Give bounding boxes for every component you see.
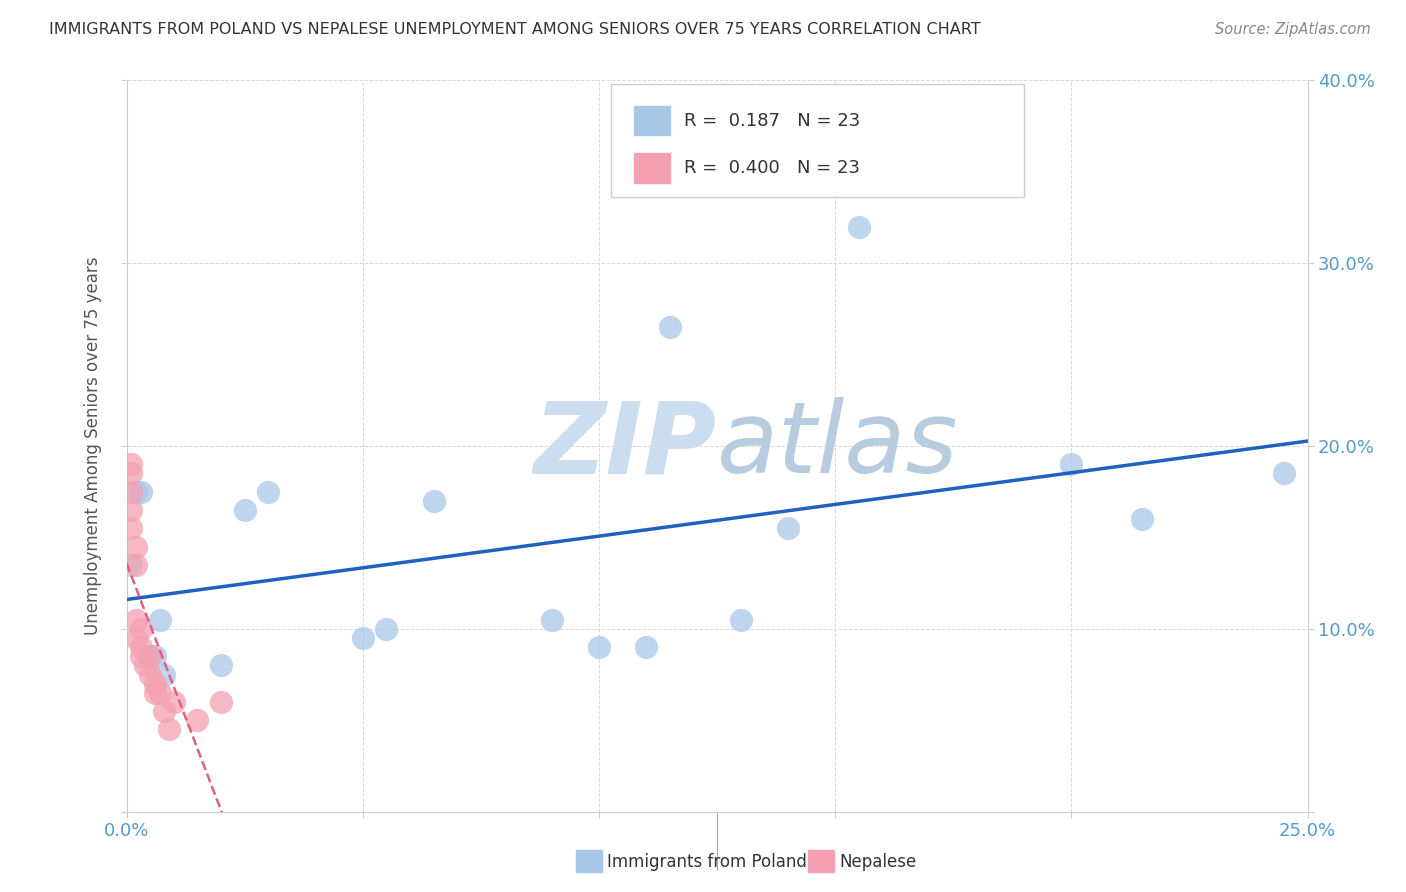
Point (134, 658, 156, 673)
Point (848, 219, 870, 234)
Point (139, 649, 162, 664)
Point (143, 649, 166, 664)
Point (422, 494, 444, 508)
Text: ZIP: ZIP (534, 398, 717, 494)
Point (120, 484, 142, 499)
Point (636, 640, 658, 655)
Point (658, 320, 681, 334)
Point (730, 613, 752, 627)
Text: Source: ZipAtlas.com: Source: ZipAtlas.com (1215, 22, 1371, 37)
Point (129, 649, 152, 664)
Point (153, 667, 176, 681)
FancyBboxPatch shape (610, 84, 1024, 197)
Point (129, 622, 152, 636)
Point (163, 695, 186, 709)
FancyBboxPatch shape (634, 153, 669, 183)
Point (120, 457, 142, 471)
Point (129, 640, 152, 655)
Point (233, 503, 256, 517)
Point (125, 558, 148, 572)
Point (257, 484, 280, 499)
Point (776, 521, 799, 535)
Point (125, 484, 148, 499)
Point (125, 613, 148, 627)
Point (143, 676, 166, 690)
Point (139, 649, 162, 664)
Point (120, 558, 142, 572)
Text: Immigrants from Poland: Immigrants from Poland (607, 853, 807, 871)
Point (352, 631, 374, 645)
Point (120, 521, 142, 535)
Text: IMMIGRANTS FROM POLAND VS NEPALESE UNEMPLOYMENT AMONG SENIORS OVER 75 YEARS CORR: IMMIGRANTS FROM POLAND VS NEPALESE UNEMP… (49, 22, 981, 37)
Point (209, 695, 232, 709)
Point (186, 714, 208, 728)
Text: atlas: atlas (717, 398, 959, 494)
Text: R =  0.400   N = 23: R = 0.400 N = 23 (683, 159, 860, 177)
Point (125, 540, 148, 554)
Point (120, 503, 142, 517)
Point (139, 667, 162, 681)
Point (1130, 512, 1153, 526)
Point (149, 686, 172, 700)
Point (540, 613, 562, 627)
Point (149, 613, 172, 627)
Point (375, 622, 398, 636)
FancyBboxPatch shape (634, 106, 669, 136)
Point (129, 484, 152, 499)
Text: R =  0.187   N = 23: R = 0.187 N = 23 (683, 112, 860, 129)
Point (153, 704, 176, 718)
Y-axis label: Unemployment Among Seniors over 75 years: Unemployment Among Seniors over 75 years (84, 257, 103, 635)
Point (120, 467, 142, 481)
Point (143, 686, 166, 700)
Point (157, 723, 180, 737)
Point (209, 658, 232, 673)
Point (588, 640, 610, 655)
Point (1272, 467, 1295, 481)
Point (1060, 457, 1083, 471)
Point (125, 631, 148, 645)
Text: Nepalese: Nepalese (839, 853, 917, 871)
